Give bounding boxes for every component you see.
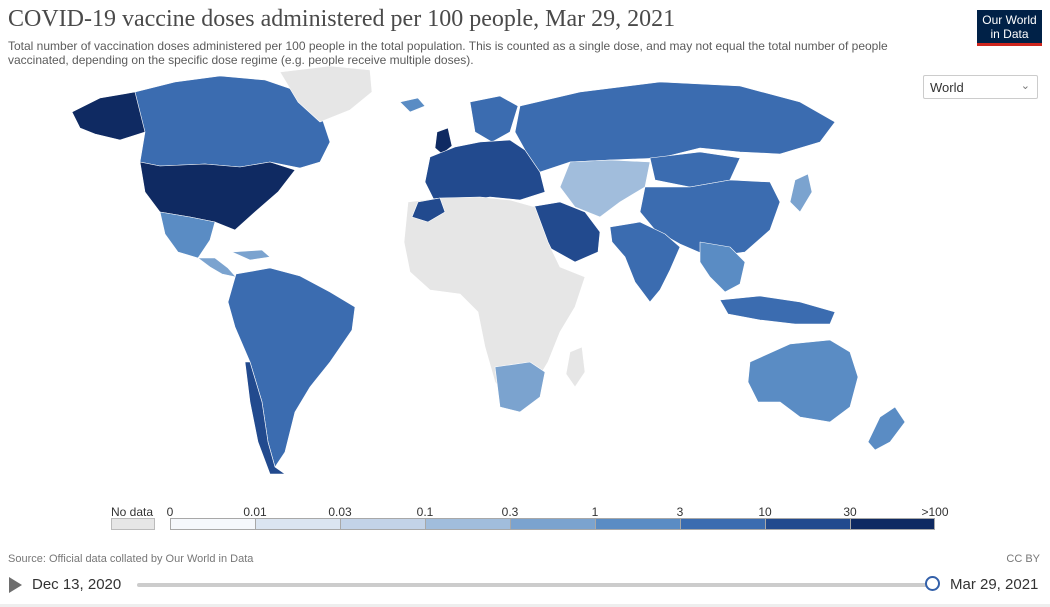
chart-subtitle: Total number of vaccination doses admini…	[8, 39, 888, 67]
region-india	[609, 221, 681, 303]
region-chile	[244, 361, 286, 475]
legend-tick-label: 10	[758, 505, 772, 519]
color-legend: No data 0 0.01 0.03 0.1 0.3 1 3 10 30 >100	[0, 500, 1050, 540]
legend-bin	[680, 518, 765, 530]
legend-bin	[255, 518, 340, 530]
play-icon[interactable]	[9, 577, 22, 593]
source-note: Source: Official data collated by Our Wo…	[8, 553, 254, 565]
legend-tick-label: 0	[166, 505, 174, 519]
legend-bins	[170, 518, 935, 530]
legend-bin	[425, 518, 510, 530]
legend-tick-label: 30	[843, 505, 857, 519]
legend-bin	[340, 518, 425, 530]
region-southeast-asia	[699, 241, 746, 293]
license-link[interactable]: CC BY	[1006, 553, 1040, 565]
region-select[interactable]: World ⌄	[923, 75, 1038, 99]
region-greenland	[279, 65, 373, 123]
timeline-end-date: Mar 29, 2021	[950, 576, 1039, 593]
legend-tick-label: 0.01	[243, 505, 267, 519]
logo-line-2: in Data	[990, 27, 1029, 41]
legend-tick-label: 0.03	[328, 505, 352, 519]
region-central-america	[197, 257, 237, 278]
legend-no-data-swatch	[111, 518, 155, 530]
legend-tick-label: >100	[921, 505, 949, 519]
legend-bin	[170, 518, 255, 530]
bottom-divider	[0, 604, 1050, 607]
legend-no-data-label: No data	[111, 505, 154, 519]
region-australia	[747, 339, 859, 423]
legend-tick-label: 0.3	[501, 505, 519, 519]
legend-tick-label: 1	[591, 505, 599, 519]
region-caribbean	[231, 249, 271, 261]
timeline[interactable]: Dec 13, 2020 Mar 29, 2021	[0, 570, 1050, 600]
legend-tick-label: 3	[676, 505, 684, 519]
region-russia	[514, 81, 836, 173]
chevron-down-icon: ⌄	[1020, 80, 1030, 92]
timeline-start-date: Dec 13, 2020	[32, 576, 122, 593]
region-china	[639, 179, 781, 258]
region-iceland	[399, 97, 426, 113]
region-southern-africa	[494, 361, 546, 413]
timeline-handle[interactable]	[925, 576, 940, 591]
region-africa	[403, 196, 586, 403]
legend-bin	[510, 518, 595, 530]
region-indonesia	[719, 295, 836, 325]
region-japan	[789, 173, 813, 213]
region-south-america	[227, 267, 356, 468]
legend-tick-label: 0.1	[416, 505, 434, 519]
timeline-track[interactable]	[137, 583, 935, 587]
region-select-value: World	[930, 80, 964, 95]
region-scandinavia	[469, 95, 519, 143]
legend-bin	[765, 518, 850, 530]
region-morocco	[411, 197, 446, 223]
region-new-zealand	[867, 406, 906, 451]
region-madagascar	[565, 346, 586, 388]
legend-bin	[850, 518, 935, 530]
chart-title: COVID-19 vaccine doses administered per …	[8, 6, 676, 32]
owid-logo[interactable]: Our World in Data	[977, 10, 1042, 46]
world-map[interactable]	[0, 62, 1050, 492]
region-mexico	[159, 211, 216, 259]
region-central-asia	[559, 159, 651, 218]
logo-line-1: Our World	[982, 13, 1037, 27]
legend-bin	[595, 518, 680, 530]
